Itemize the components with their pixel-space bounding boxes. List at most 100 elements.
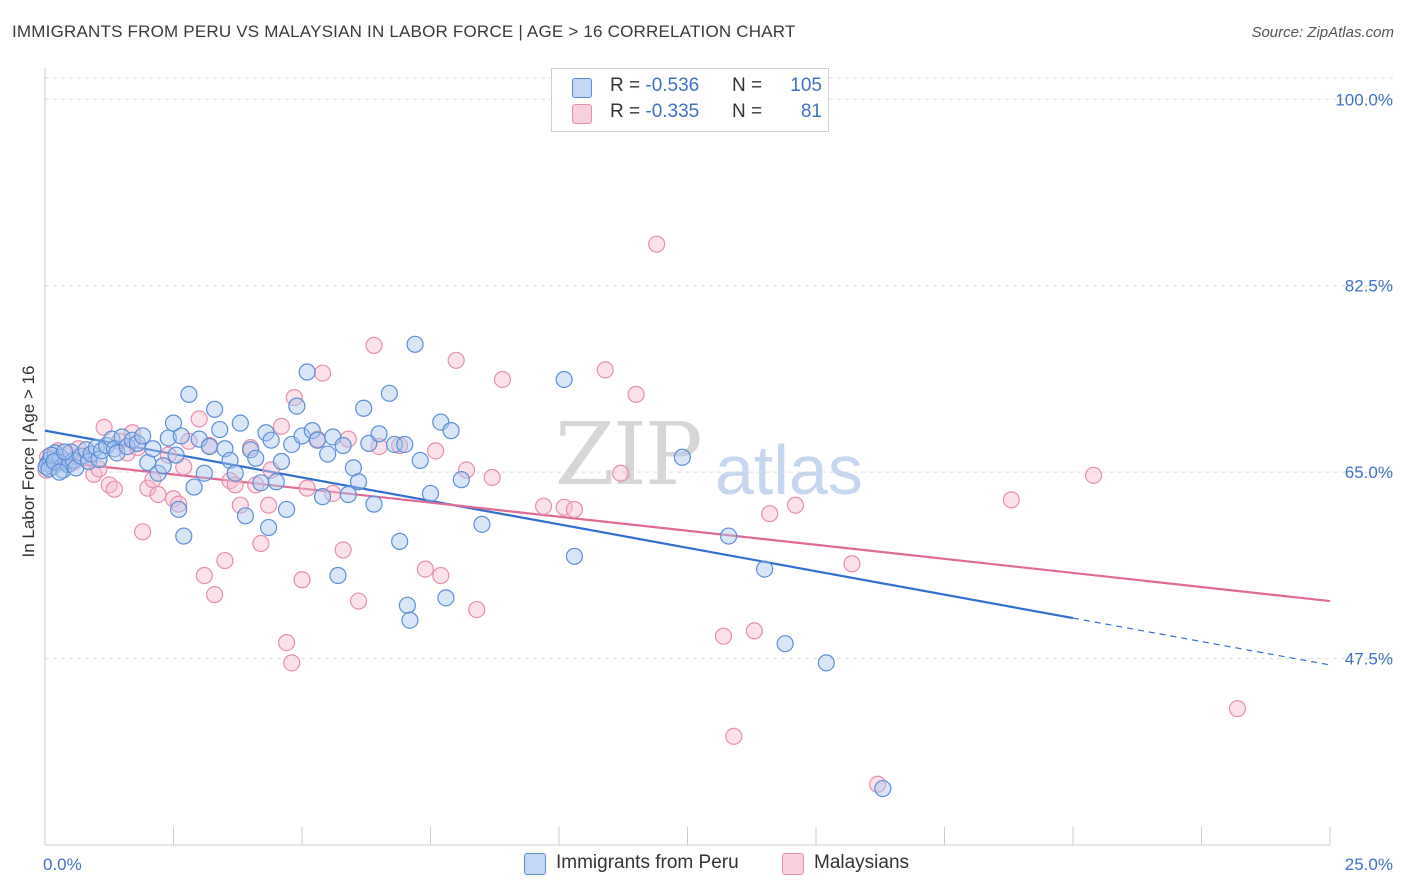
stats-legend: R = -0.536 N = 105 R = -0.335 N = 81: [551, 68, 829, 132]
data-point-malaysians: [231, 496, 249, 514]
data-point-immigrants-from-peru: [167, 446, 185, 464]
data-point-malaysians: [334, 541, 352, 559]
legend-r-label: R =: [610, 75, 646, 96]
data-point-malaysians: [612, 464, 630, 482]
data-point-immigrants-from-peru: [349, 473, 368, 491]
data-point-immigrants-from-peru: [236, 507, 255, 525]
legend-swatch-pink: [572, 104, 592, 124]
data-point-immigrants-from-peru: [211, 420, 229, 439]
data-point-immigrants-from-peru: [555, 370, 573, 389]
trendline-malaysians: [44, 459, 1331, 603]
data-point-immigrants-from-peru: [259, 518, 278, 537]
data-point-immigrants-from-peru: [206, 400, 224, 418]
data-point-immigrants-from-peru: [55, 443, 74, 461]
data-point-malaysians: [216, 551, 234, 570]
data-point-malaysians: [714, 627, 733, 645]
data-point-malaysians: [427, 442, 445, 460]
data-point-immigrants-from-peru: [252, 474, 270, 492]
data-point-immigrants-from-peru: [272, 452, 291, 471]
data-point-immigrants-from-peru: [380, 384, 398, 402]
data-point-immigrants-from-peru: [365, 495, 383, 513]
data-point-immigrants-from-peru: [473, 515, 491, 533]
data-point-immigrants-from-peru: [277, 500, 296, 519]
data-point-malaysians: [105, 480, 123, 498]
data-point-immigrants-from-peru: [50, 463, 68, 481]
data-point-immigrants-from-peru: [673, 448, 691, 466]
trendline-dashed: [1072, 617, 1331, 666]
chart-title: IMMIGRANTS FROM PERU VS MALAYSIAN IN LAB…: [12, 22, 796, 41]
data-point-immigrants-from-peru: [437, 589, 455, 607]
data-point-malaysians: [252, 534, 270, 553]
legend-r-label: R =: [610, 101, 646, 122]
data-point-immigrants-from-peru: [195, 464, 213, 482]
legend-n-value: 81: [800, 101, 822, 122]
data-point-malaysians: [725, 727, 743, 745]
data-point-immigrants-from-peru: [452, 471, 470, 489]
data-point-immigrants-from-peru: [164, 414, 183, 432]
data-point-immigrants-from-peru: [108, 444, 126, 462]
data-point-malaysians: [277, 633, 296, 652]
data-point-immigrants-from-peru: [185, 478, 203, 496]
data-point-immigrants-from-peru: [308, 431, 327, 449]
data-point-malaysians: [483, 468, 501, 487]
trendline-immigrants-from-peru: [44, 429, 1331, 666]
data-point-malaysians: [447, 351, 465, 369]
data-point-immigrants-from-peru: [303, 422, 321, 440]
data-point-immigrants-from-peru: [398, 596, 416, 614]
trendline-solid: [44, 459, 1331, 603]
data-point-malaysians: [648, 235, 666, 253]
data-point-malaysians: [298, 479, 316, 497]
data-point-immigrants-from-peru: [313, 488, 332, 506]
trendline-solid: [44, 429, 1074, 620]
data-point-immigrants-from-peru: [154, 457, 172, 475]
data-point-immigrants-from-peru: [175, 527, 193, 545]
data-point-immigrants-from-peru: [411, 451, 429, 470]
data-point-malaysians: [349, 592, 368, 610]
data-point-malaysians: [293, 571, 311, 589]
data-point-immigrants-from-peru: [144, 440, 162, 458]
data-point-immigrants-from-peru: [401, 611, 419, 629]
points-immigrants-from-peru: [37, 335, 892, 798]
data-point-immigrants-from-peru: [874, 779, 892, 798]
points-malaysians: [37, 235, 1247, 793]
data-point-immigrants-from-peru: [242, 441, 260, 459]
y-tick-label: 82.5%: [1345, 277, 1393, 296]
y-axis-label: In Labor Force | Age > 16: [19, 365, 38, 557]
data-point-immigrants-from-peru: [442, 422, 460, 440]
y-tick-label: 65.0%: [1345, 463, 1393, 482]
data-point-malaysians: [149, 485, 167, 504]
data-point-immigrants-from-peru: [319, 445, 337, 463]
data-point-immigrants-from-peru: [172, 427, 190, 445]
data-point-immigrants-from-peru: [180, 385, 198, 403]
data-point-immigrants-from-peru: [406, 335, 424, 353]
legend-n-value: 105: [790, 75, 822, 96]
data-point-malaysians: [206, 586, 224, 604]
data-point-malaysians: [226, 476, 244, 494]
x-tick-label: 25.0%: [1345, 855, 1393, 874]
data-point-malaysians: [195, 566, 213, 585]
data-point-malaysians: [761, 505, 779, 523]
legend-n-label: N =: [732, 101, 763, 122]
data-point-malaysians: [391, 436, 409, 455]
data-point-immigrants-from-peru: [334, 436, 352, 455]
data-point-immigrants-from-peru: [267, 473, 285, 491]
data-point-immigrants-from-peru: [170, 500, 188, 519]
data-point-immigrants-from-peru: [298, 363, 316, 381]
data-point-malaysians: [190, 410, 208, 428]
data-point-immigrants-from-peru: [565, 547, 584, 565]
legend-n-label: N =: [732, 75, 763, 96]
data-point-malaysians: [565, 500, 584, 519]
data-point-malaysians: [170, 495, 188, 513]
data-point-malaysians: [432, 566, 450, 585]
data-point-malaysians: [786, 496, 805, 514]
data-point-malaysians: [493, 370, 512, 389]
data-point-immigrants-from-peru: [355, 399, 373, 417]
legend-label: Immigrants from Peru: [556, 852, 739, 873]
tick-labels: 47.5% 65.0% 82.5% 100.0% 0.0% 25.0% In Labor F…: [19, 90, 1393, 874]
data-point-immigrants-from-peru: [262, 431, 280, 449]
legend-swatch-pink: [782, 853, 804, 875]
data-point-malaysians: [457, 461, 476, 479]
legend-swatch-blue: [524, 853, 546, 875]
legend-label: Malaysians: [814, 852, 910, 873]
